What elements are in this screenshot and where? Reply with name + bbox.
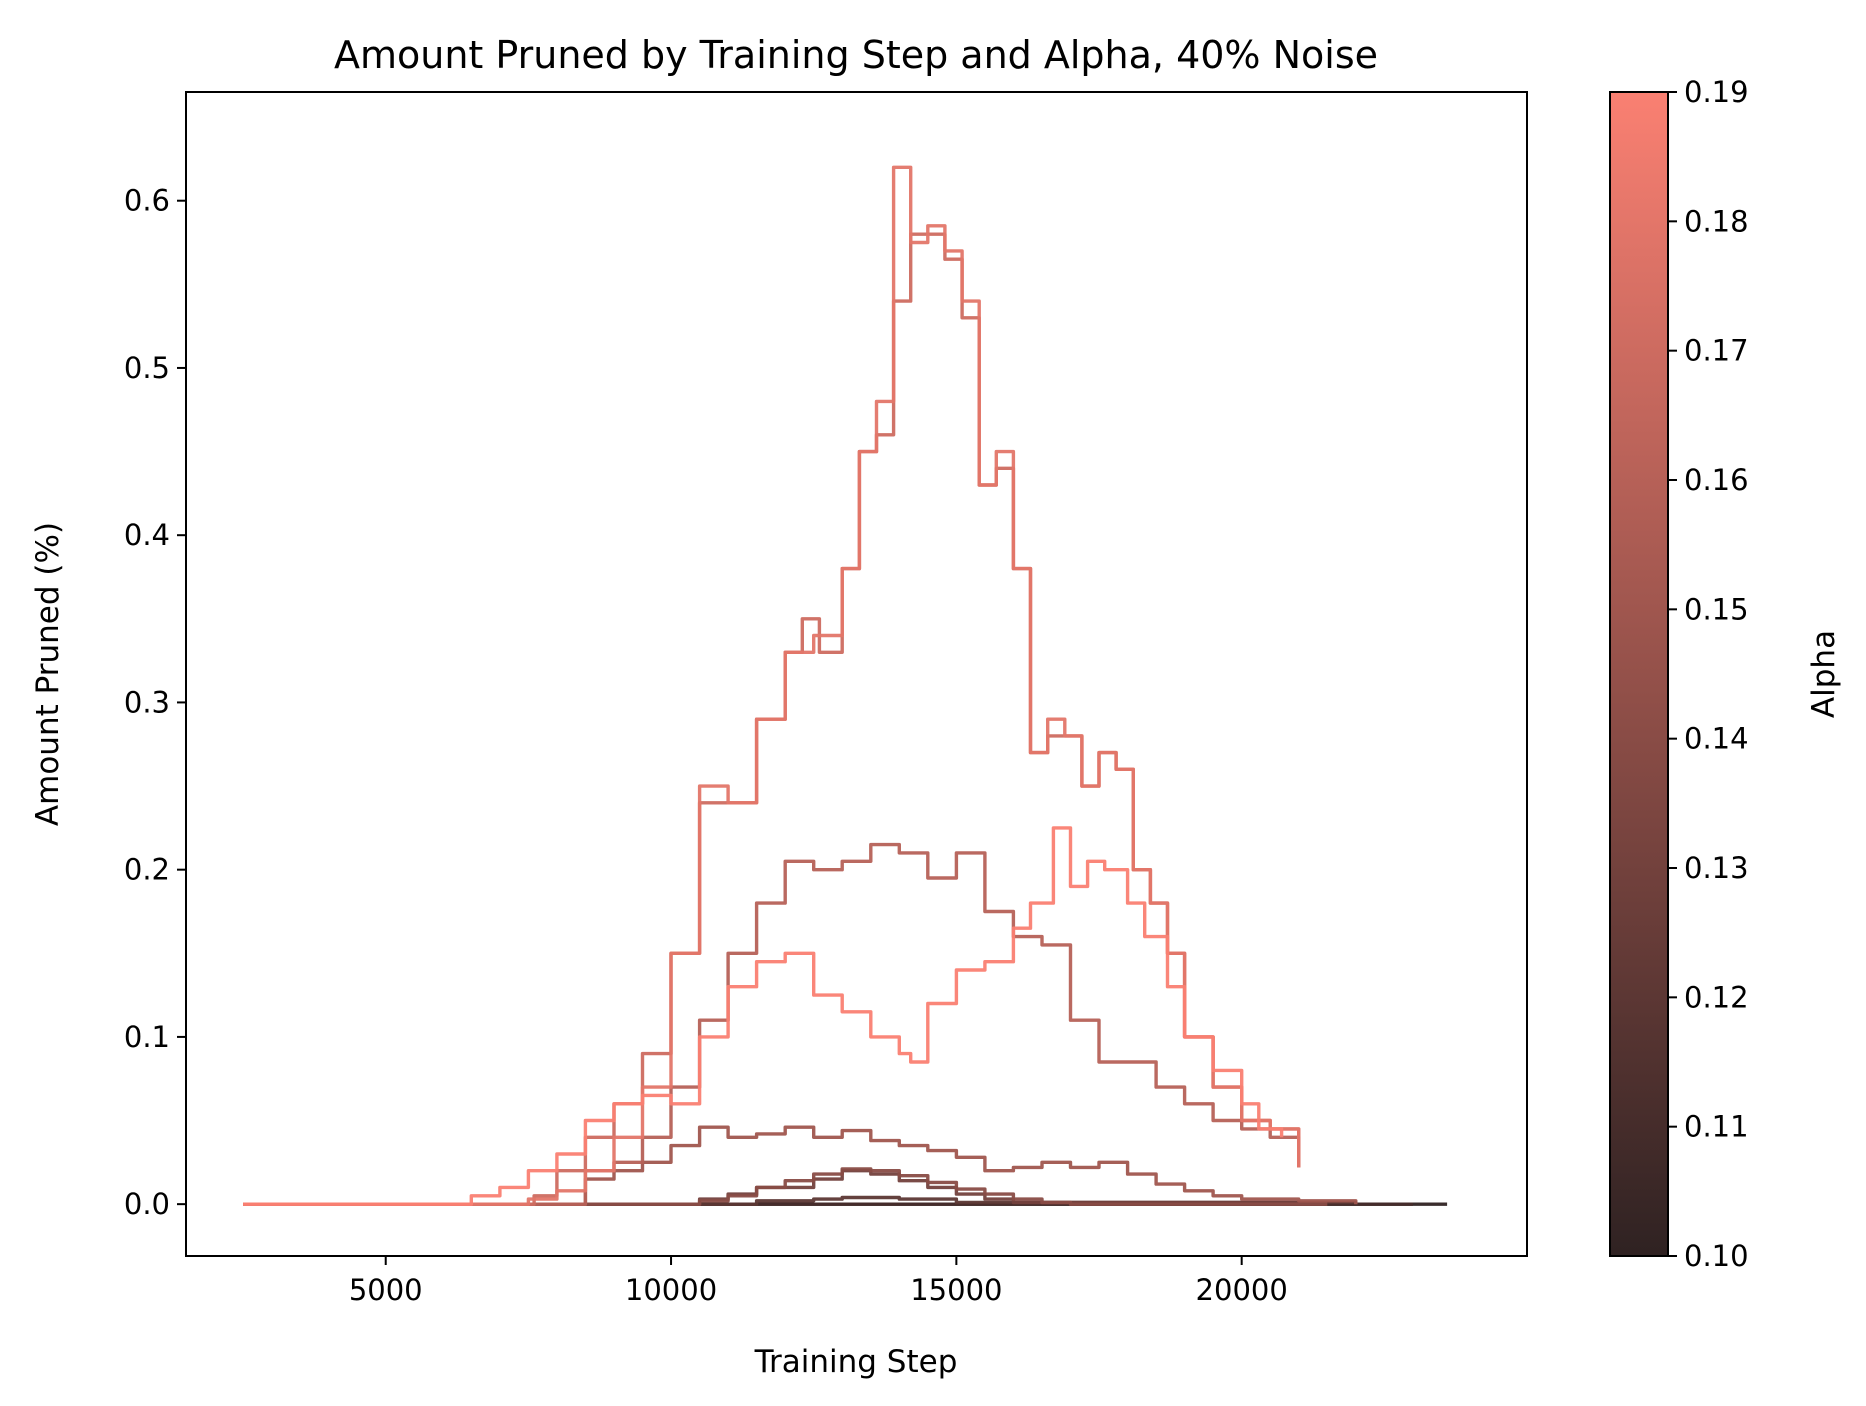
series-line-6	[243, 842, 1301, 1206]
colorbar-tick-label: 0.18	[1684, 204, 1749, 238]
series-layer	[243, 165, 1448, 1206]
colorbar-tick-label: 0.17	[1684, 334, 1749, 368]
colorbar-tick-label: 0.12	[1684, 980, 1749, 1014]
y-axis: 0.0 0.1 0.2 0.3 0.4 0.5 0.6	[124, 184, 186, 1221]
series-line-9	[243, 826, 1284, 1206]
chart-title: Amount Pruned by Training Step and Alpha…	[334, 33, 1378, 77]
colorbar: 0.10 0.11 0.12 0.13 0.14 0.15 0.16 0.17 0.18 0.19…	[1609, 75, 1842, 1273]
colorbar-tick-label: 0.15	[1684, 592, 1749, 626]
colorbar-ticks: 0.10 0.11 0.12 0.13 0.14 0.15 0.16 0.17 0.18 0.19	[1668, 75, 1749, 1273]
colorbar-label: Alpha	[1806, 630, 1842, 718]
x-tick-label: 10000	[625, 1273, 717, 1307]
series-line-4	[243, 1167, 1328, 1206]
plot-frame	[185, 91, 1528, 1257]
x-axis: 5000 10000 15000 20000	[349, 1256, 1288, 1307]
colorbar-tick-label: 0.16	[1684, 463, 1749, 497]
colorbar-tick-label: 0.13	[1684, 851, 1749, 885]
y-axis-label: Amount Pruned (%)	[30, 522, 66, 826]
series-line-2	[243, 1195, 1358, 1206]
y-tick-label: 0.3	[124, 685, 170, 719]
y-tick-label: 0.4	[124, 518, 170, 552]
series-line-5	[243, 1125, 1358, 1206]
colorbar-tick-label: 0.10	[1684, 1239, 1749, 1273]
colorbar-gradient	[1609, 91, 1669, 1257]
colorbar-tick-label: 0.14	[1684, 722, 1749, 756]
x-tick-label: 15000	[910, 1273, 1002, 1307]
y-tick-label: 0.0	[124, 1187, 170, 1221]
series-line-8	[243, 165, 1301, 1206]
y-tick-label: 0.2	[124, 853, 170, 887]
y-tick-label: 0.6	[124, 184, 170, 218]
x-tick-label: 5000	[349, 1273, 423, 1307]
colorbar-tick-label: 0.11	[1684, 1110, 1749, 1144]
x-axis-label: Training Step	[754, 1344, 958, 1380]
colorbar-tick-label: 0.19	[1684, 75, 1749, 109]
y-tick-label: 0.5	[124, 351, 170, 385]
y-tick-label: 0.1	[124, 1020, 170, 1054]
x-tick-label: 20000	[1196, 1273, 1288, 1307]
